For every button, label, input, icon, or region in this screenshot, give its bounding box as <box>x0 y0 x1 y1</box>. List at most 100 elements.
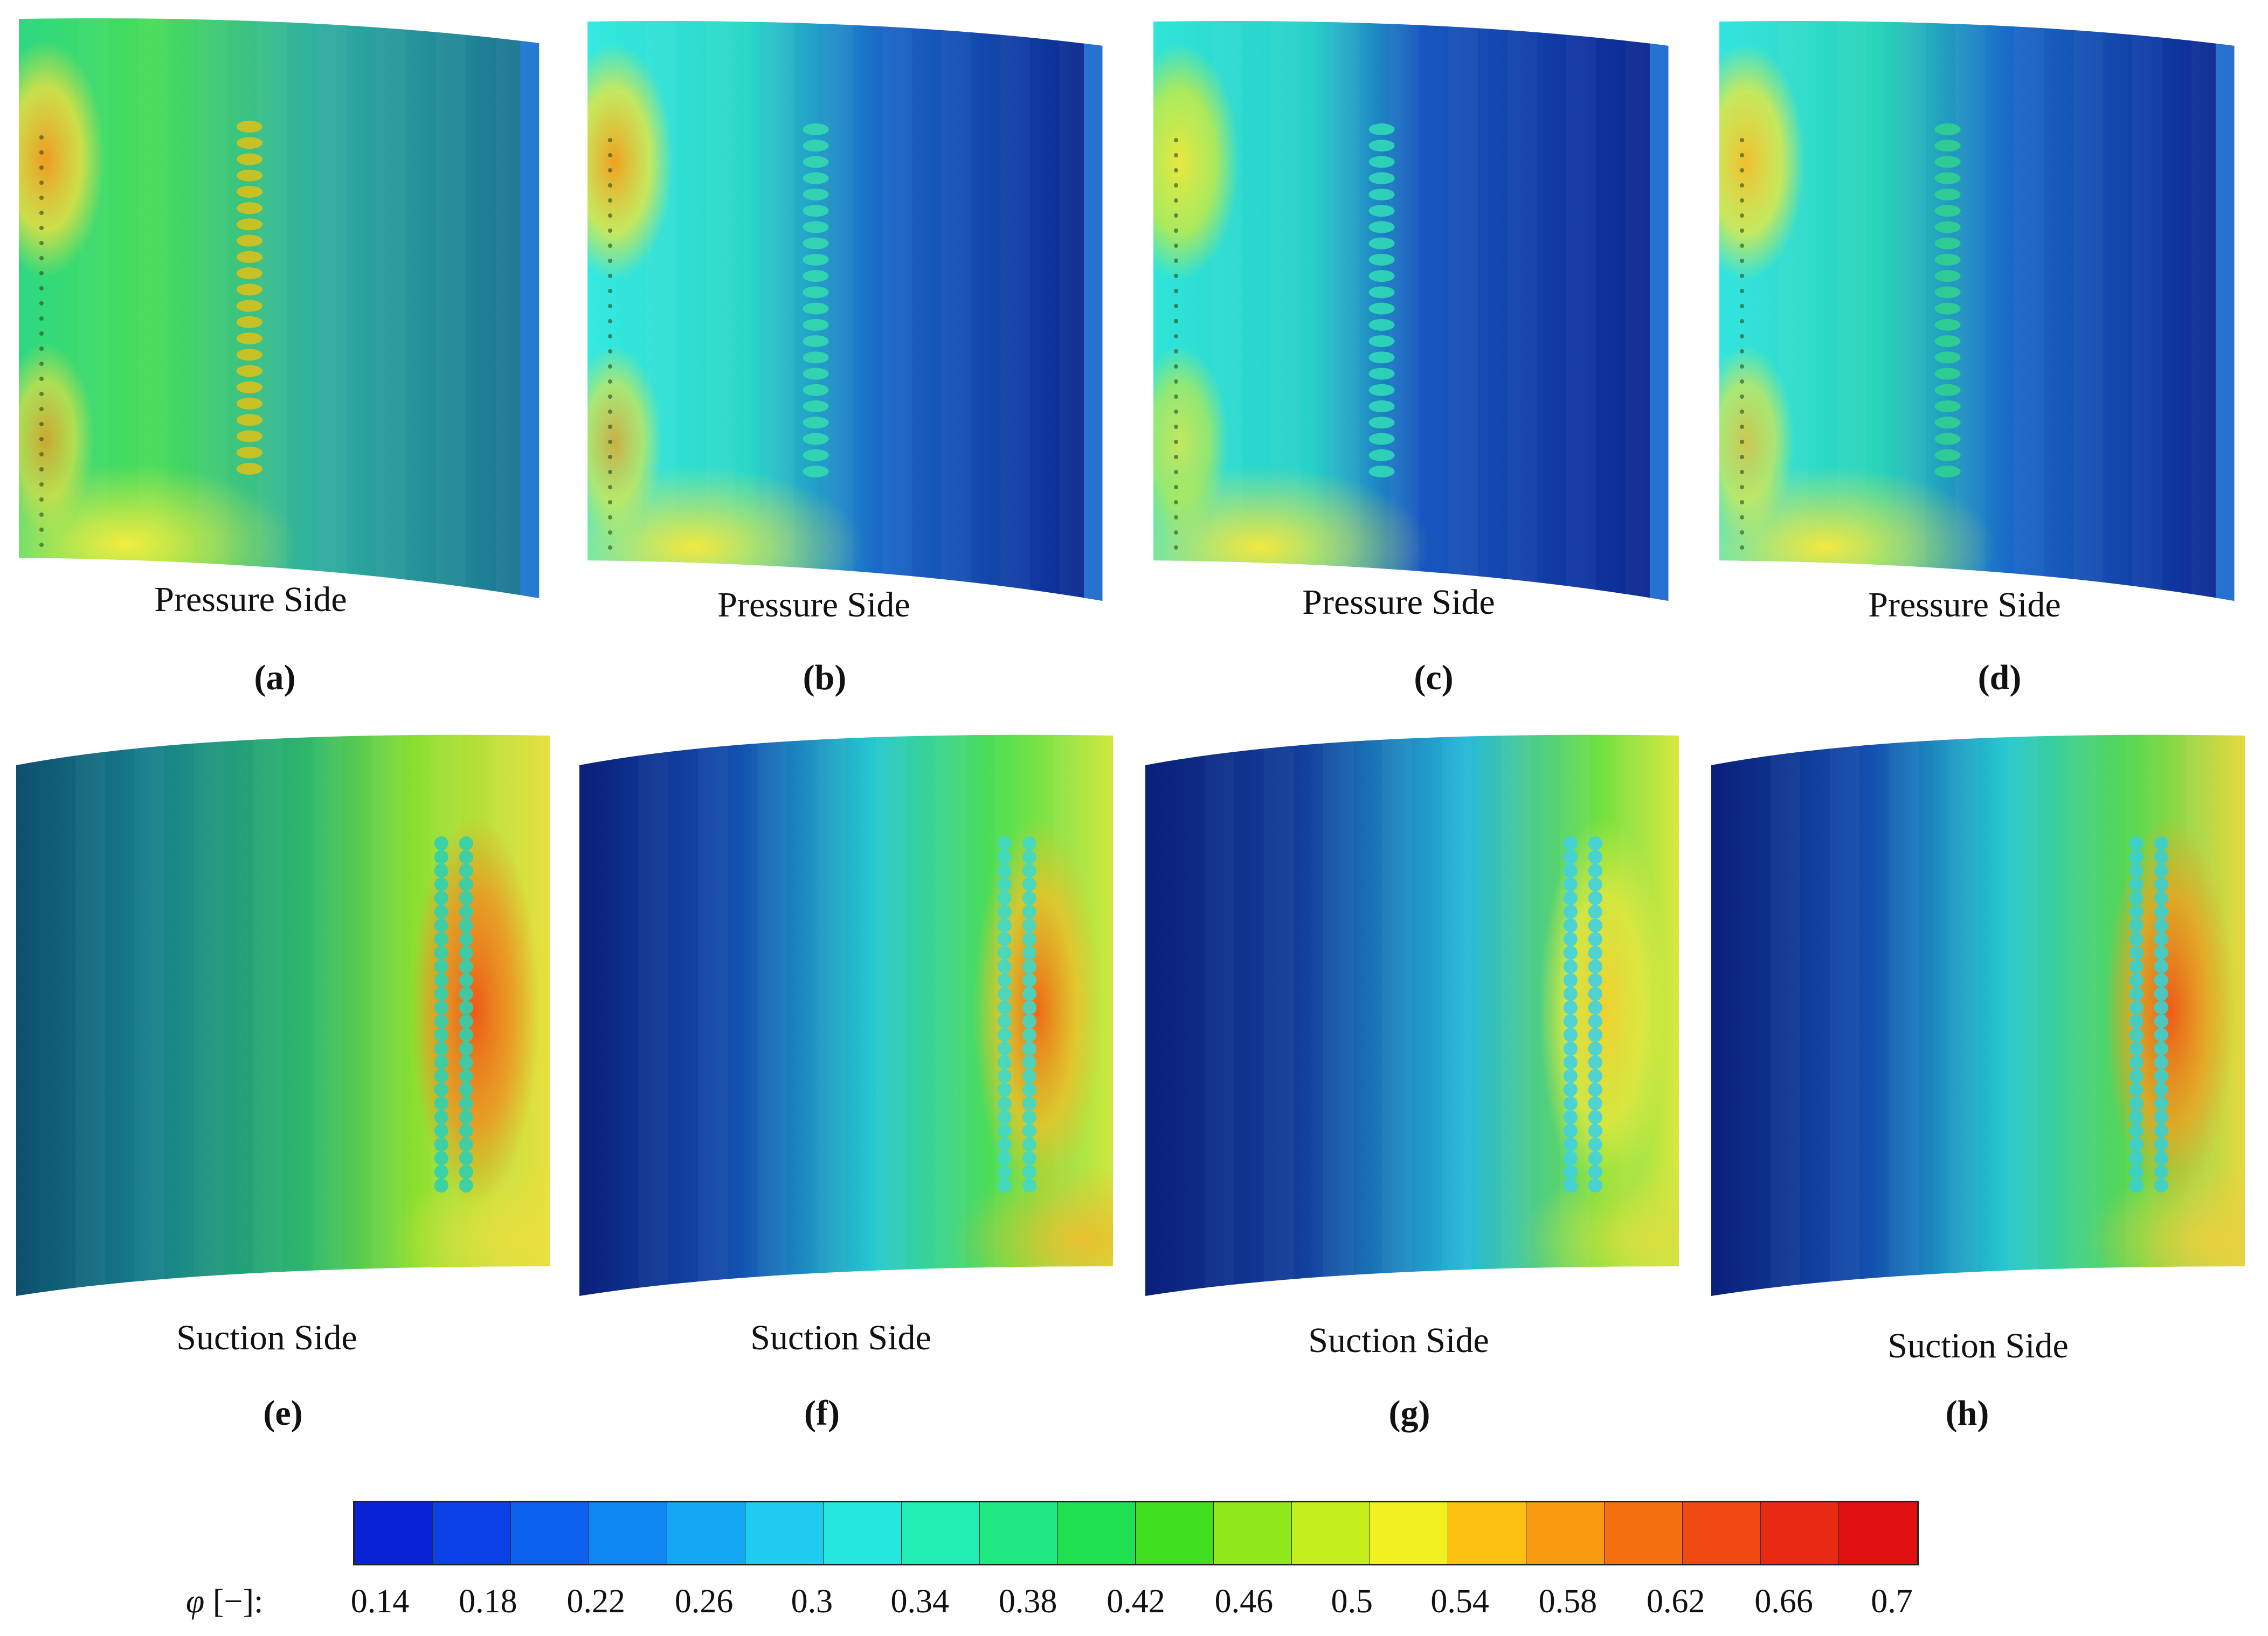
cooling-hole <box>1934 302 1961 315</box>
cooling-hole <box>803 384 829 396</box>
cooling-hole <box>1588 1151 1602 1166</box>
leading-edge-hole <box>39 362 44 366</box>
cooling-hole <box>803 318 829 331</box>
cooling-hole <box>2129 850 2143 864</box>
leading-edge-hole <box>608 470 612 474</box>
cooling-hole <box>2129 1069 2143 1083</box>
cooling-hole <box>1563 959 1578 974</box>
cooling-hole <box>1022 1069 1036 1083</box>
leading-edge-hole <box>1740 379 1744 384</box>
panel-b <box>587 20 1118 606</box>
cooling-hole <box>2154 905 2168 919</box>
cooling-hole <box>1934 466 1961 477</box>
cooling-hole <box>2154 1083 2168 1097</box>
cooling-hole <box>1368 302 1395 315</box>
colorbar-tick-label: 0.14 <box>350 1583 410 1620</box>
cooling-hole <box>2154 1069 2168 1083</box>
cooling-hole <box>2129 1124 2143 1138</box>
cooling-hole <box>2129 959 2143 974</box>
panel-h-side-label: Suction Side <box>1887 1326 2069 1365</box>
leading-edge-hole <box>608 213 612 218</box>
cooling-hole <box>459 1000 473 1015</box>
cooling-hole <box>434 1069 448 1083</box>
cooling-hole <box>236 332 262 345</box>
cooling-hole <box>1934 335 1961 348</box>
leading-edge-hole <box>608 259 612 263</box>
cooling-hole <box>803 302 829 315</box>
leading-edge-hole <box>1174 485 1178 489</box>
cooling-hole <box>1934 140 1961 152</box>
leading-edge-hole <box>39 497 44 502</box>
cooling-hole <box>1588 850 1602 864</box>
cooling-hole <box>1934 417 1961 429</box>
leading-edge-hole <box>608 410 612 414</box>
cooling-hole <box>997 1151 1012 1166</box>
cooling-hole <box>1563 863 1578 878</box>
leading-edge-hole <box>1740 470 1744 474</box>
cooling-hole <box>2154 1028 2168 1042</box>
panel-a-side-label: Pressure Side <box>154 580 347 619</box>
leading-edge-hole <box>39 196 44 200</box>
panel-d <box>1719 20 2250 606</box>
leading-edge-hole <box>1174 425 1178 429</box>
cooling-hole <box>236 365 262 377</box>
leading-edge-hole <box>608 560 612 565</box>
cooling-hole <box>2154 959 2168 974</box>
leading-edge-hole <box>1174 455 1178 459</box>
leading-edge-hole <box>1174 530 1178 535</box>
leading-edge-hole <box>1740 364 1744 369</box>
cooling-hole <box>1563 1096 1578 1111</box>
panel-e-letter: (e) <box>263 1394 303 1433</box>
cooling-hole <box>1563 1110 1578 1124</box>
leading-edge-hole <box>39 377 44 381</box>
leading-edge-hole <box>39 467 44 472</box>
cooling-hole <box>2154 863 2168 878</box>
leading-edge-hole <box>608 349 612 353</box>
colorbar-level <box>1761 1502 1840 1564</box>
colorbar-tick-label: 0.18 <box>459 1583 517 1620</box>
leading-edge-hole <box>1174 168 1178 172</box>
cooling-hole <box>1368 417 1395 429</box>
cooling-hole <box>1934 286 1961 299</box>
leading-edge-hole <box>39 346 44 351</box>
cooling-hole <box>2154 1014 2168 1029</box>
cooling-hole <box>434 987 448 1001</box>
leading-edge-hole <box>1174 349 1178 353</box>
cooling-hole <box>997 1042 1012 1056</box>
cooling-hole <box>803 123 829 135</box>
cooling-hole <box>1563 1124 1578 1138</box>
cooling-hole <box>1934 172 1961 184</box>
leading-edge-hole <box>39 271 44 275</box>
cooling-hole <box>2129 973 2143 987</box>
cooling-hole <box>434 946 448 960</box>
cooling-hole <box>803 205 829 217</box>
colorbar-tick-label: 0.66 <box>1754 1583 1813 1620</box>
cooling-hole <box>997 987 1012 1001</box>
leading-edge-hole <box>608 304 612 308</box>
cooling-hole <box>2129 863 2143 878</box>
cooling-hole <box>1588 1069 1602 1083</box>
cooling-hole <box>2129 918 2143 933</box>
colorbar-tick-label: 0.26 <box>674 1583 734 1620</box>
cooling-hole <box>434 863 448 878</box>
cooling-hole <box>434 918 448 933</box>
colorbar-tick-label: 0.7 <box>1871 1583 1913 1620</box>
leading-edge-hole <box>608 319 612 323</box>
leading-edge-hole <box>39 512 44 517</box>
colorbar-level <box>1057 1502 1137 1564</box>
cooling-hole <box>803 156 829 168</box>
cooling-hole <box>1368 335 1395 348</box>
leading-edge-hole <box>39 392 44 396</box>
cooling-hole <box>1588 1055 1602 1070</box>
cooling-hole <box>997 1000 1012 1015</box>
contour-f <box>579 734 1113 1297</box>
cooling-hole <box>1588 973 1602 987</box>
leading-edge-hole <box>39 256 44 260</box>
leading-edge-hole <box>1174 304 1178 308</box>
cooling-hole <box>236 283 262 296</box>
cooling-hole <box>2154 987 2168 1001</box>
cooling-hole <box>997 1083 1012 1097</box>
colorbar-tick-label: 0.5 <box>1331 1583 1373 1620</box>
cooling-hole <box>434 1083 448 1097</box>
cooling-hole <box>2154 1000 2168 1015</box>
